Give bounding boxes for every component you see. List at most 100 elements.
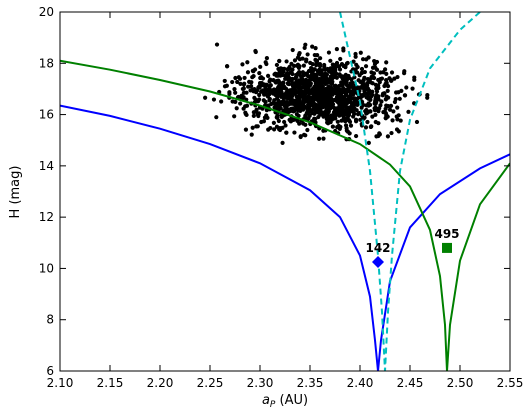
scatter-point [259,81,264,86]
scatter-point [297,91,302,96]
scatter-point [318,83,323,88]
scatter-point [389,70,395,75]
y-axis-ticks: 6 8 10 12 14 16 18 20 [39,5,510,378]
scatter-point [318,56,323,61]
scatter-point [368,109,373,114]
scatter-point [343,65,348,70]
scatter-point [347,107,352,112]
x-tick-label: 2.50 [447,376,474,390]
scatter-point [395,117,400,122]
scatter-point [267,87,273,93]
scatter-point [249,80,254,85]
scatter-point [344,101,349,106]
scatter-point [304,71,309,76]
x-tick-label: 2.10 [47,376,74,390]
scatter-point [264,92,269,97]
scatter-point [230,79,235,85]
scatter-point [238,101,243,106]
scatter-point [356,95,361,100]
scatter-point [324,92,329,97]
scatter-point [355,70,360,75]
scatter-point [240,86,245,92]
scatter-point [266,127,271,132]
scatter-point [267,98,272,103]
scatter-point [316,103,322,108]
y-tick-label: 6 [46,364,54,378]
scatter-point [272,101,278,106]
scatter-point [292,130,297,135]
scatter-point [240,62,245,67]
scatter-point [232,87,237,92]
scatter-point [332,97,337,103]
scatter-point [257,97,262,102]
scatter-point [314,94,319,99]
scatter-point [322,62,327,68]
scatter-point [324,72,330,77]
scatter-point [251,110,256,115]
scatter-point [373,119,378,125]
scatter-point [282,85,287,90]
scatter-point [340,107,345,112]
curves [60,12,510,371]
scatter-point [395,105,400,110]
y-tick-label: 12 [39,210,54,224]
scatter-point [275,90,280,95]
scatter-point [352,105,357,111]
x-axis-label: aP (AU) [262,393,308,410]
scatter-point [224,83,229,88]
scatter-point [313,116,318,122]
scatter-point [389,130,394,136]
scatter-point [339,61,345,67]
scatter-point [374,93,379,98]
scatter-point [261,119,267,124]
scatter-point [314,60,319,65]
scatter-point [321,136,326,141]
scatter-point [271,120,276,125]
scatter-point [277,58,282,64]
scatter-point [394,90,399,95]
scatter-point [347,83,352,88]
scatter-point [258,64,263,69]
y-tick-label: 16 [39,108,54,122]
scatter-point [233,75,238,81]
scatter-point [305,52,310,57]
scatter-point [385,134,391,139]
scatter-point [274,73,279,78]
scatter-point [233,90,238,95]
scatter-point [289,70,294,75]
scatter-point [332,84,338,89]
scatter-point [333,90,338,96]
scatter-point [334,71,339,77]
scatter-point [406,109,411,114]
curve-line [60,59,510,371]
scatter-point [313,46,318,51]
y-tick-label: 10 [39,261,54,275]
scatter-point [328,58,333,63]
scatter-point [292,58,298,63]
scatter-point [260,88,265,93]
scatter-point [373,99,378,104]
scatter-point [374,89,380,94]
marker-diamond [372,256,384,269]
scatter-point [241,90,247,95]
scatter-point [284,100,289,105]
scatter-point [296,113,301,118]
x-tick-label: 2.30 [247,376,274,390]
scatter-point [332,74,337,80]
scatter-point [320,91,325,97]
scatter-point [277,70,282,75]
scatter-point [328,94,333,100]
scatter-point [326,50,332,55]
scatter-point [297,82,303,87]
scatter-point [251,74,256,79]
scatter-point [346,113,352,118]
scatter-point [280,125,285,130]
scatter-point [304,59,309,64]
marker-square [442,242,452,253]
scatter-point [240,95,246,100]
scatter-point [386,104,391,109]
scatter-point [373,112,378,117]
scatter-point [245,70,251,75]
scatter-point [301,97,306,102]
scatter-point [291,109,296,114]
